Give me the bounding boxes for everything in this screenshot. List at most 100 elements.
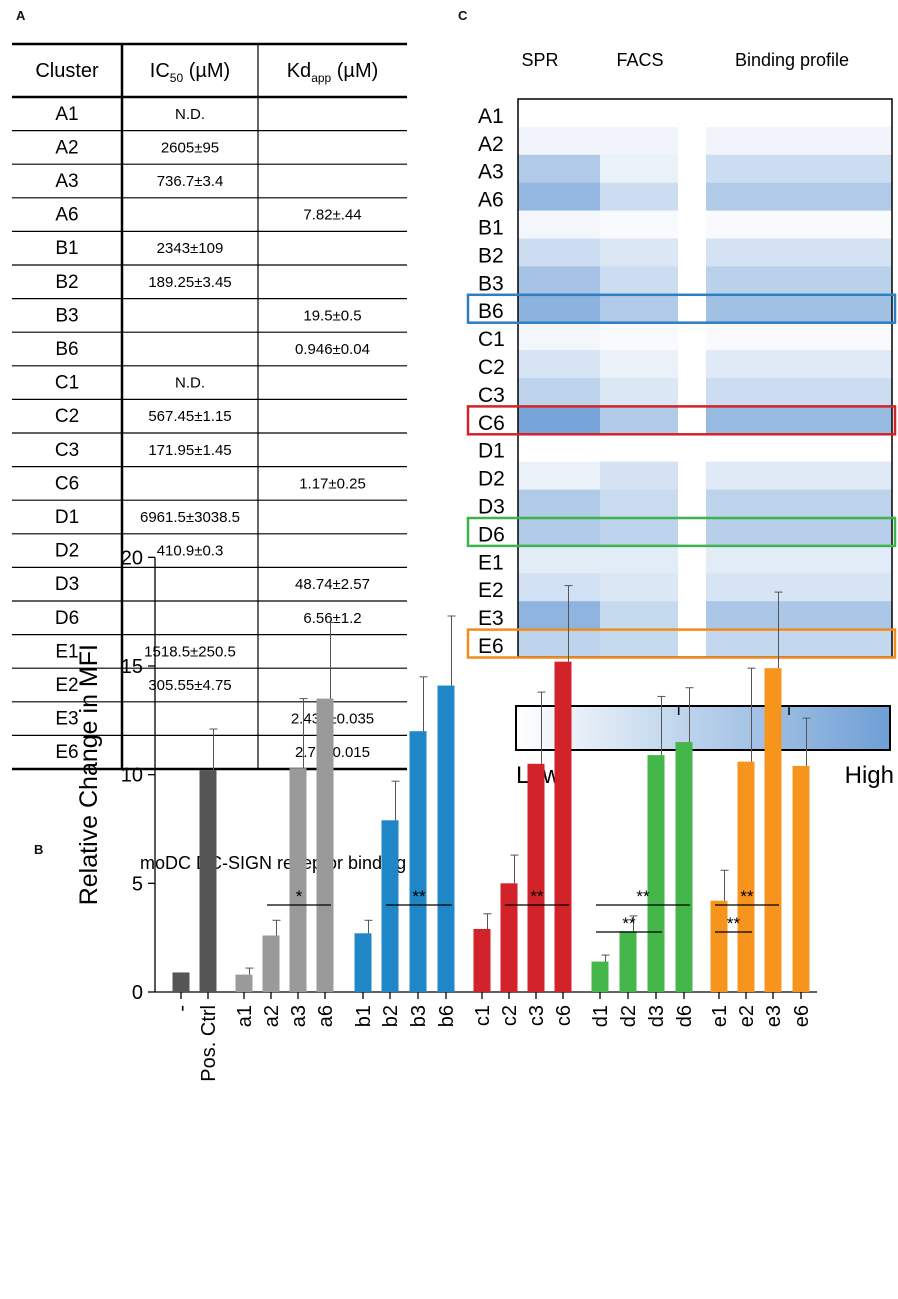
bar-group: d1 xyxy=(590,954,612,1027)
heatmap-cell-spr xyxy=(518,629,600,658)
table-row: D2 410.9±0.3 xyxy=(12,541,407,569)
heatmap-cell-profile xyxy=(706,545,892,574)
cell-cluster: C1 xyxy=(55,373,79,394)
header-kd: Kdapp (µM) xyxy=(287,60,379,85)
cluster-table: Cluster IC50 (µM) Kdapp (µM) A1 N.D. A2 2605±9… xyxy=(12,42,407,771)
heatmap-cell-profile xyxy=(706,350,892,379)
cell-cluster: A2 xyxy=(55,137,78,158)
heatmap-cell-facs xyxy=(600,238,678,267)
heatmap-cell-profile xyxy=(706,99,892,128)
heatmap-cell-profile xyxy=(706,573,892,602)
heatmap-cell-spr xyxy=(518,350,600,379)
bar-d1 xyxy=(591,961,609,992)
heatmap-cell-profile xyxy=(706,517,892,546)
y-tick-label: 20 xyxy=(121,547,143,569)
bar-a3 xyxy=(289,768,307,992)
heatmap-row-label: D2 xyxy=(478,468,505,491)
table-row: A3 736.7±3.4 xyxy=(12,171,407,199)
heatmap-cell-spr xyxy=(518,210,600,239)
cell-kd: 19.5±0.5 xyxy=(303,307,361,324)
heatmap-row-label: B2 xyxy=(478,244,504,267)
heatmap-cell-spr xyxy=(518,601,600,630)
cell-ic50: 6961.5±3038.5 xyxy=(140,509,240,526)
heatmap-cell-spr xyxy=(518,182,600,212)
heatmap-cell-spr xyxy=(518,405,600,435)
cell-ic50: N.D. xyxy=(175,106,205,123)
table-row: A2 2605±95 xyxy=(12,137,407,165)
bar-d6 xyxy=(675,742,693,992)
x-tick-label: b6 xyxy=(436,1005,458,1027)
bar-a1 xyxy=(235,974,253,992)
cell-ic50: 305.55±4.75 xyxy=(148,677,231,694)
heatmap-cell-profile xyxy=(706,433,892,463)
heatmap-highlight-box xyxy=(466,628,897,659)
panel-label-c: C xyxy=(458,8,468,23)
bar-e3 xyxy=(764,668,782,992)
chart-title: moDC DC-SIGN receptor binding xyxy=(140,853,406,873)
table-row: D1 6961.5±3038.5 xyxy=(12,507,407,535)
heatmap-row-label: D3 xyxy=(478,496,505,519)
bar-a2 xyxy=(262,935,280,992)
cell-cluster: C3 xyxy=(55,440,79,461)
heatmap-row-label: A6 xyxy=(478,189,504,212)
heatmap-row-label: A3 xyxy=(478,161,504,184)
heatmap-cell-facs xyxy=(600,210,678,239)
bar-group: d2 xyxy=(618,915,640,1027)
cell-cluster: B3 xyxy=(55,305,78,326)
heatmap-row-label: C2 xyxy=(478,356,505,379)
y-tick-label: 5 xyxy=(132,873,143,895)
cell-cluster: A1 xyxy=(55,104,78,125)
cell-ic50: 2343±109 xyxy=(157,240,224,257)
x-tick-label: e1 xyxy=(709,1005,731,1027)
cell-cluster: B2 xyxy=(55,272,78,293)
significance-label: ** xyxy=(636,887,650,906)
heatmap-row-label: B6 xyxy=(478,300,504,323)
cell-cluster: E2 xyxy=(55,675,78,696)
heatmap-cell-facs xyxy=(600,461,678,491)
heatmap-row-label: C3 xyxy=(478,384,505,407)
heatmap-cell-profile xyxy=(706,182,892,212)
bar-b2 xyxy=(381,820,399,992)
bar-b1 xyxy=(354,933,372,992)
cell-ic50: 1518.5±250.5 xyxy=(144,643,236,660)
cell-cluster: D1 xyxy=(55,507,79,528)
cell-kd: 7.82±.44 xyxy=(303,207,361,224)
table-row: B6 0.946±0.04 xyxy=(12,339,407,367)
y-axis-label: Relative Change in MFI xyxy=(75,644,103,905)
bar-group: a2 xyxy=(261,919,283,1027)
heatmap-cell-profile xyxy=(706,322,892,351)
x-tick-label: e3 xyxy=(763,1005,785,1027)
bar-a6 xyxy=(316,698,334,992)
bar-group: b2 xyxy=(380,780,402,1027)
heatmap-col-header: Binding profile xyxy=(735,50,849,70)
heatmap-cell-profile xyxy=(706,238,892,267)
heatmap-row-label: E6 xyxy=(478,635,504,658)
heatmap-cell-profile xyxy=(706,489,892,518)
heatmap-cell-facs xyxy=(600,182,678,212)
bar-group: Pos. Ctrl xyxy=(198,728,220,1082)
significance-label: * xyxy=(296,887,303,906)
heatmap-cell-facs xyxy=(600,154,678,184)
bar-group: d3 xyxy=(646,695,668,1027)
heatmap-row-label: A1 xyxy=(478,105,504,128)
heatmap-row-label: B1 xyxy=(478,217,504,240)
cell-ic50: 189.25±3.45 xyxy=(148,274,231,291)
heatmap-cell-spr xyxy=(518,99,600,128)
heatmap-cell-spr xyxy=(518,238,600,267)
heatmap-col-header: FACS xyxy=(616,50,663,70)
table-row: E2 305.55±4.75 xyxy=(12,675,407,703)
cell-ic50: 567.45±1.15 xyxy=(148,408,231,425)
significance-label: ** xyxy=(740,887,754,906)
heatmap-cell-facs xyxy=(600,629,678,658)
x-tick-label: e2 xyxy=(736,1005,758,1027)
heatmap-cell-spr xyxy=(518,517,600,546)
cell-cluster: B1 xyxy=(55,238,78,259)
heatmap-cell-profile xyxy=(706,601,892,630)
heatmap-row-label: B3 xyxy=(478,272,504,295)
table-row: A1 N.D. xyxy=(12,104,407,132)
heatmap-highlight-box xyxy=(466,516,897,548)
heatmap-cell-profile xyxy=(706,294,892,323)
bar-pos-ctrl xyxy=(199,770,217,992)
binding-heatmap: SPR FACS Binding profile A1 A2 A3 A6 B1 B2 B3 B6 C1… xyxy=(466,50,897,789)
cell-cluster: A3 xyxy=(55,171,78,192)
